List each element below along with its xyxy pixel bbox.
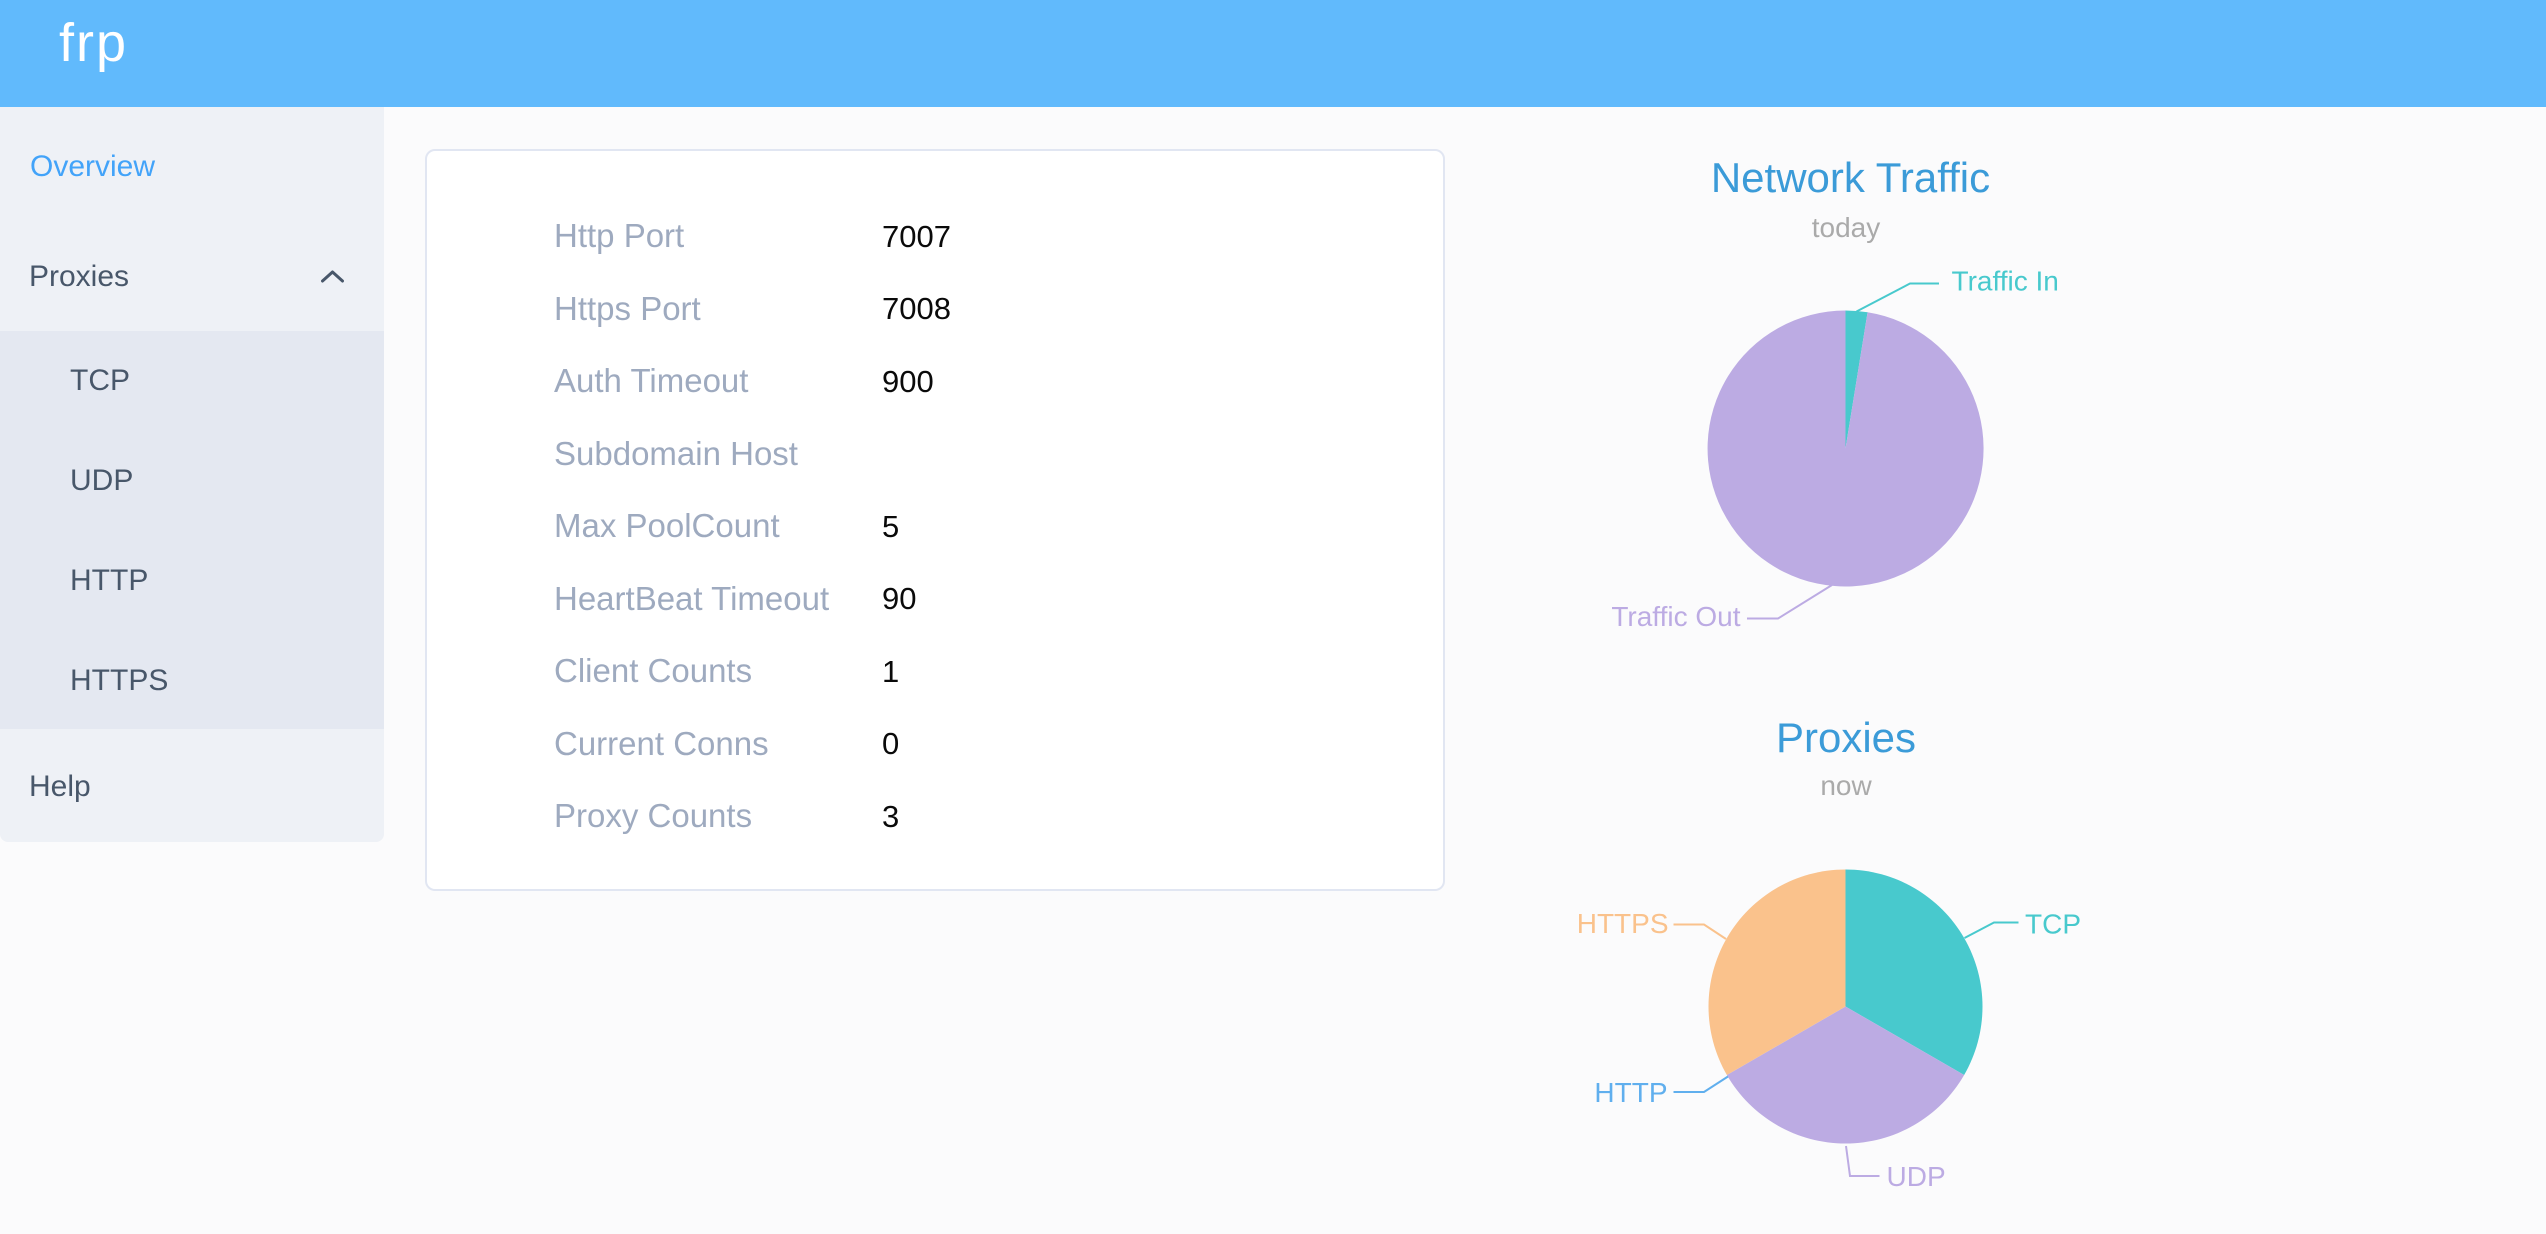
svg-text:Traffic In: Traffic In: [1952, 266, 2059, 297]
svg-text:Proxies: Proxies: [1776, 714, 1916, 761]
svg-text:HTTPS: HTTPS: [1577, 908, 1669, 939]
svg-text:today: today: [1812, 212, 1881, 243]
svg-text:TCP: TCP: [2025, 909, 2081, 940]
svg-text:now: now: [1820, 770, 1872, 801]
svg-text:HTTP: HTTP: [1594, 1077, 1667, 1108]
svg-text:Traffic Out: Traffic Out: [1611, 601, 1740, 632]
svg-text:Network Traffic: Network Traffic: [1711, 154, 1990, 201]
svg-text:UDP: UDP: [1887, 1161, 1946, 1192]
